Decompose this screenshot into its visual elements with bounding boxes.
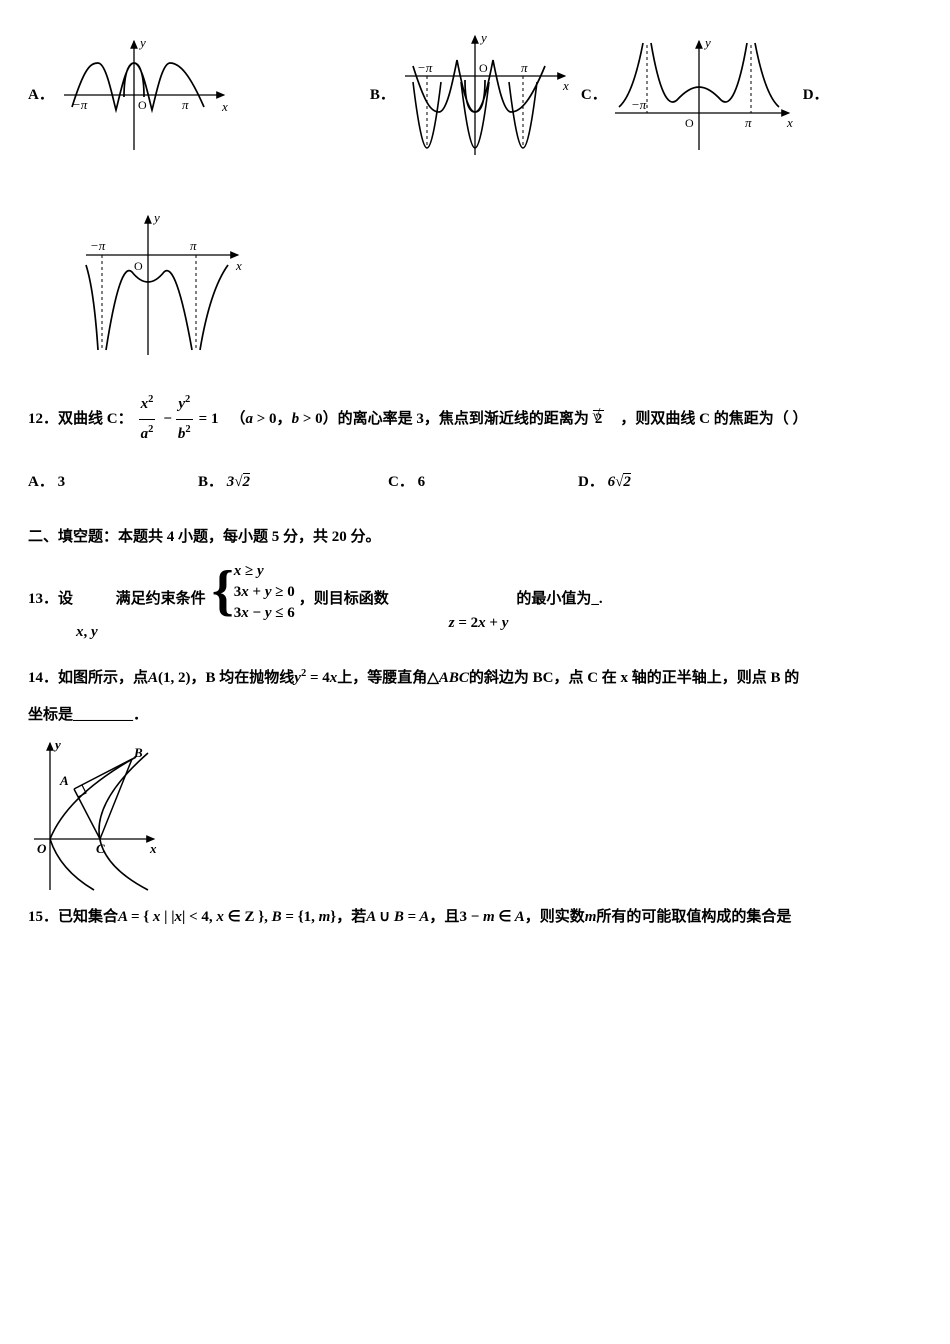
- q13-system: x ≥ y 3x + y ≥ 0 3x − y ≤ 6: [234, 557, 295, 624]
- svg-text:y: y: [152, 210, 160, 225]
- q12-prefix: 12．双曲线 C：: [28, 405, 133, 434]
- svg-text:O: O: [685, 116, 694, 130]
- q12-stem: 12．双曲线 C： x2 a2 − y2 b2 = 1 （ a > 0 ， b …: [28, 390, 922, 448]
- q15-prefix: 15．已知集合: [28, 903, 118, 932]
- q15-m: m: [585, 903, 597, 932]
- q15-tail: 所有的可能取值构成的集合是: [596, 903, 791, 932]
- q12-sep: ，: [277, 405, 292, 434]
- q12-opt-d-val: 6√2: [608, 474, 631, 490]
- q12-opt-c-val: 6: [418, 474, 426, 490]
- q12-opt-d: D． 6√2: [578, 468, 631, 497]
- q14-line1: 14．如图所示，点 A(1, 2) ，B 均在抛物线 y2 = 4x 上，等腰直…: [28, 664, 922, 693]
- svg-text:π: π: [745, 115, 752, 130]
- q13-tail: 的最小值为_.: [516, 557, 602, 614]
- q14-l1b: ，B 均在抛物线: [191, 664, 295, 693]
- q12-options: A． 3 B． 3√2 C． 6 D． 6√2: [28, 468, 922, 497]
- svg-text:π: π: [182, 97, 189, 112]
- q15-cond1: A ∪ B = A: [366, 903, 429, 932]
- q12-cond1: a > 0: [245, 405, 276, 434]
- svg-text:A: A: [59, 773, 69, 788]
- svg-text:O: O: [134, 259, 143, 273]
- q13-comma: ，则目标函数: [299, 585, 389, 614]
- q14-figure: y x O A B C: [28, 735, 922, 895]
- opt-d-graph: y x O −π π: [78, 210, 248, 360]
- svg-text:O: O: [37, 841, 47, 856]
- q13-brace: {: [212, 563, 234, 619]
- q13-sys2: 3x + y ≥ 0: [234, 582, 295, 603]
- q12-opt-a-val: 3: [58, 474, 66, 490]
- opt-a-graph: y x O −π π: [54, 35, 234, 155]
- q12-opt-b: B． 3√2: [198, 468, 388, 497]
- opt-d: D．: [803, 81, 829, 110]
- q14-l1d: 的斜边为 BC，点 C 在 x 轴的正半轴上，则点 B 的: [469, 664, 799, 693]
- q15-mid2: ，且: [429, 903, 459, 932]
- svg-text:−π: −π: [631, 97, 647, 112]
- q13-sys3: 3x − y ≤ 6: [234, 603, 295, 624]
- q12-opt-c-label: C．: [388, 474, 414, 490]
- opt-c: C． y x O −π π: [581, 35, 797, 155]
- q13-stem: 13．设 x, y 满足约束条件 { x ≥ y 3x + y ≥ 0 3x −…: [28, 557, 922, 646]
- svg-text:x: x: [562, 78, 569, 93]
- q13-mid: 满足约束条件: [98, 557, 212, 614]
- q12-after: ）的离心率是 3，焦点到渐近线的距离为: [323, 405, 589, 434]
- q12-dist: 2 √: [593, 405, 616, 434]
- q15-sets: A = { x | |x| < 4, x ∈ Z }, B = {1, m}: [118, 903, 336, 932]
- q13-sys1: x ≥ y: [234, 561, 295, 582]
- opt-c-label: C．: [581, 81, 607, 110]
- svg-text:x: x: [235, 258, 242, 273]
- q15-mid1: ，若: [336, 903, 366, 932]
- opt-a-label: A．: [28, 81, 54, 110]
- q12-tail: ，则双曲线 C 的焦距为（ ）: [620, 405, 807, 434]
- svg-text:O: O: [138, 98, 147, 112]
- q12-opt-b-label: B．: [198, 474, 223, 490]
- opt-a: A． y x O −π π: [28, 35, 234, 155]
- svg-text:−π: −π: [72, 97, 88, 112]
- q12-opt-a: A． 3: [28, 468, 198, 497]
- q12-opt-c: C． 6: [388, 468, 578, 497]
- q12-paren-open: （: [230, 405, 245, 434]
- svg-text:x: x: [149, 841, 157, 856]
- q14-l1c: 上，等腰直角: [337, 664, 427, 693]
- q12-opt-b-val: 3√2: [227, 474, 250, 490]
- section-2-header: 二、填空题：本题共 4 小题，每小题 5 分，共 20 分。: [28, 523, 922, 552]
- q12-opt-d-label: D．: [578, 474, 604, 490]
- q15-cond2: 3 − m ∈ A: [459, 903, 524, 932]
- q14-line2: 坐标是________．: [28, 701, 922, 730]
- q12-cond2: b > 0: [292, 405, 323, 434]
- q15-mid3: ，则实数: [525, 903, 585, 932]
- svg-text:y: y: [53, 737, 61, 752]
- q11-options-row: A． y x O −π π B． y x O −π π: [28, 30, 922, 160]
- opt-b-label: B．: [370, 81, 395, 110]
- q14-parab: y2 = 4x: [294, 664, 337, 693]
- svg-text:−π: −π: [90, 238, 106, 253]
- q14-l1a: 14．如图所示，点: [28, 664, 148, 693]
- q14-a-point: A(1, 2): [148, 664, 191, 693]
- svg-text:x: x: [221, 99, 228, 114]
- q13-vars: x, y: [76, 618, 98, 647]
- svg-text:y: y: [479, 30, 487, 45]
- svg-text:π: π: [190, 238, 197, 253]
- svg-text:B: B: [133, 745, 143, 760]
- opt-d-label: D．: [803, 81, 829, 110]
- svg-text:C: C: [96, 841, 105, 856]
- opt-b-graph: y x O −π π: [395, 30, 575, 160]
- svg-text:π: π: [521, 60, 528, 75]
- svg-text:−π: −π: [417, 60, 433, 75]
- svg-text:O: O: [479, 61, 488, 75]
- q14-triangle: △ABC: [427, 664, 469, 693]
- opt-c-graph: y x O −π π: [607, 35, 797, 155]
- svg-text:y: y: [138, 35, 146, 50]
- q14-line2-text: 坐标是________．: [28, 707, 148, 723]
- q12-equation: x2 a2 − y2 b2 = 1: [139, 390, 225, 448]
- svg-text:y: y: [703, 35, 711, 50]
- opt-b: B． y x O −π π: [370, 30, 575, 160]
- svg-text:x: x: [786, 115, 793, 130]
- q11-fig-d-standalone: y x O −π π: [78, 210, 922, 360]
- q15-stem: 15．已知集合 A = { x | |x| < 4, x ∈ Z }, B = …: [28, 903, 922, 932]
- q13-obj: z = 2x + y: [449, 609, 509, 638]
- q13-num: 13．设: [28, 585, 73, 614]
- q12-opt-a-label: A．: [28, 474, 54, 490]
